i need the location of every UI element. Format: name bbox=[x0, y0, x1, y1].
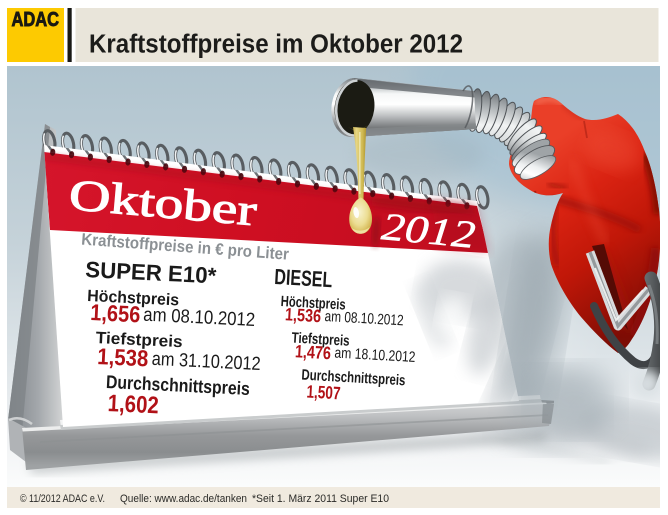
svg-text:1,602: 1,602 bbox=[107, 390, 159, 419]
svg-text:Kraftstoffpreise im Oktober 20: Kraftstoffpreise im Oktober 2012 bbox=[89, 30, 463, 58]
svg-text:1,656: 1,656 bbox=[90, 299, 141, 327]
svg-text:DIESEL: DIESEL bbox=[274, 264, 333, 292]
svg-text:Tiefstpreis: Tiefstpreis bbox=[95, 329, 183, 351]
svg-text:2012: 2012 bbox=[380, 205, 478, 257]
svg-text:1,536: 1,536 bbox=[285, 304, 322, 326]
svg-text:*Seit 1. März 2011 Super E10: *Seit 1. März 2011 Super E10 bbox=[252, 493, 389, 505]
svg-text:Tiefstpreis: Tiefstpreis bbox=[291, 330, 350, 350]
svg-text:ADAC: ADAC bbox=[12, 8, 60, 31]
svg-text:Höchstpreis: Höchstpreis bbox=[280, 293, 346, 314]
svg-text:1,476: 1,476 bbox=[294, 341, 331, 363]
svg-text:Höchstpreis: Höchstpreis bbox=[87, 287, 180, 309]
svg-text:1,507: 1,507 bbox=[306, 382, 341, 404]
svg-text:© 11/2012 ADAC e.V.: © 11/2012 ADAC e.V. bbox=[20, 493, 105, 505]
svg-text:Quelle: www.adac.de/tanken: Quelle: www.adac.de/tanken bbox=[120, 493, 247, 505]
svg-text:1,538: 1,538 bbox=[97, 343, 149, 371]
svg-text:Durchschnittspreis: Durchschnittspreis bbox=[301, 367, 406, 390]
svg-text:am 18.10.2012: am 18.10.2012 bbox=[334, 345, 416, 366]
svg-text:am 08.10.2012: am 08.10.2012 bbox=[324, 308, 404, 329]
